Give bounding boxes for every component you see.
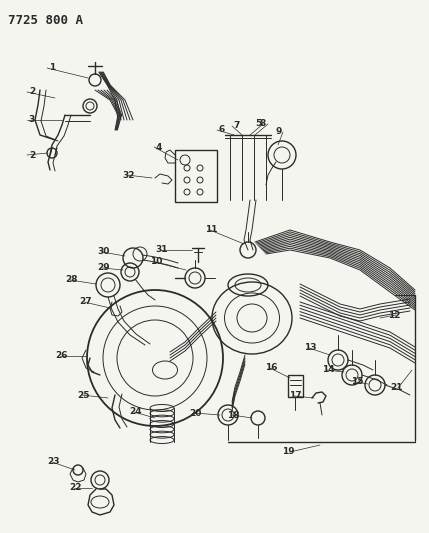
Text: 8: 8 bbox=[260, 119, 266, 128]
Text: 26: 26 bbox=[55, 351, 68, 360]
Text: 18: 18 bbox=[227, 410, 240, 419]
Bar bbox=[288, 375, 303, 397]
Text: 6: 6 bbox=[219, 125, 225, 134]
Text: 22: 22 bbox=[69, 483, 82, 492]
Text: 1: 1 bbox=[49, 63, 55, 72]
Text: 16: 16 bbox=[266, 364, 278, 373]
Text: 27: 27 bbox=[79, 297, 92, 306]
Text: 14: 14 bbox=[322, 366, 335, 375]
Text: 3: 3 bbox=[29, 116, 35, 125]
Text: 4: 4 bbox=[156, 142, 162, 151]
Text: 32: 32 bbox=[123, 171, 135, 180]
Text: 30: 30 bbox=[98, 247, 110, 256]
Bar bbox=[175, 150, 217, 202]
Text: 2: 2 bbox=[29, 150, 35, 159]
Text: 7: 7 bbox=[234, 122, 240, 131]
Text: 20: 20 bbox=[190, 408, 202, 417]
Text: 11: 11 bbox=[205, 225, 218, 235]
Text: 7725 800 A: 7725 800 A bbox=[8, 14, 83, 27]
Text: 25: 25 bbox=[78, 391, 90, 400]
Text: 15: 15 bbox=[351, 377, 364, 386]
Text: 13: 13 bbox=[305, 343, 317, 352]
Text: 28: 28 bbox=[66, 276, 78, 285]
Text: 29: 29 bbox=[97, 263, 110, 272]
Text: 5: 5 bbox=[255, 119, 261, 128]
Text: 2: 2 bbox=[29, 87, 35, 96]
Text: 24: 24 bbox=[130, 408, 142, 416]
Text: 21: 21 bbox=[390, 384, 402, 392]
Text: 31: 31 bbox=[155, 246, 168, 254]
Text: 17: 17 bbox=[290, 392, 302, 400]
Text: 23: 23 bbox=[48, 457, 60, 466]
Text: 10: 10 bbox=[150, 257, 162, 266]
Text: 9: 9 bbox=[275, 127, 281, 136]
Text: 12: 12 bbox=[388, 311, 401, 319]
Text: 19: 19 bbox=[282, 448, 295, 456]
